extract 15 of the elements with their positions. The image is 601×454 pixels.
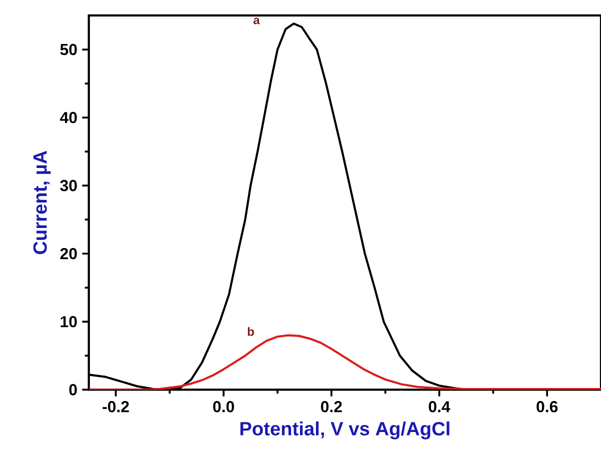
y-tick-label: 50 [60,44,77,56]
y-axis-title: Current, µA [33,150,51,254]
x-tick-label: 0.0 [213,401,234,412]
x-tick-label: 0.4 [428,401,450,412]
y-tick-label: 0 [69,384,77,396]
y-tick-label: 40 [60,112,77,124]
series-label: b [248,327,254,336]
x-tick-label: 0.2 [320,401,342,412]
text: a [253,18,260,24]
y-tick-label: 30 [60,180,77,192]
x-tick-label: 0.6 [536,401,558,412]
x-tick-label: -0.2 [102,401,129,412]
y-tick-label: 20 [60,248,77,260]
x-axis-title: Potential, V vs Ag/AgCl [240,421,450,440]
y-tick-label: 10 [60,316,77,328]
